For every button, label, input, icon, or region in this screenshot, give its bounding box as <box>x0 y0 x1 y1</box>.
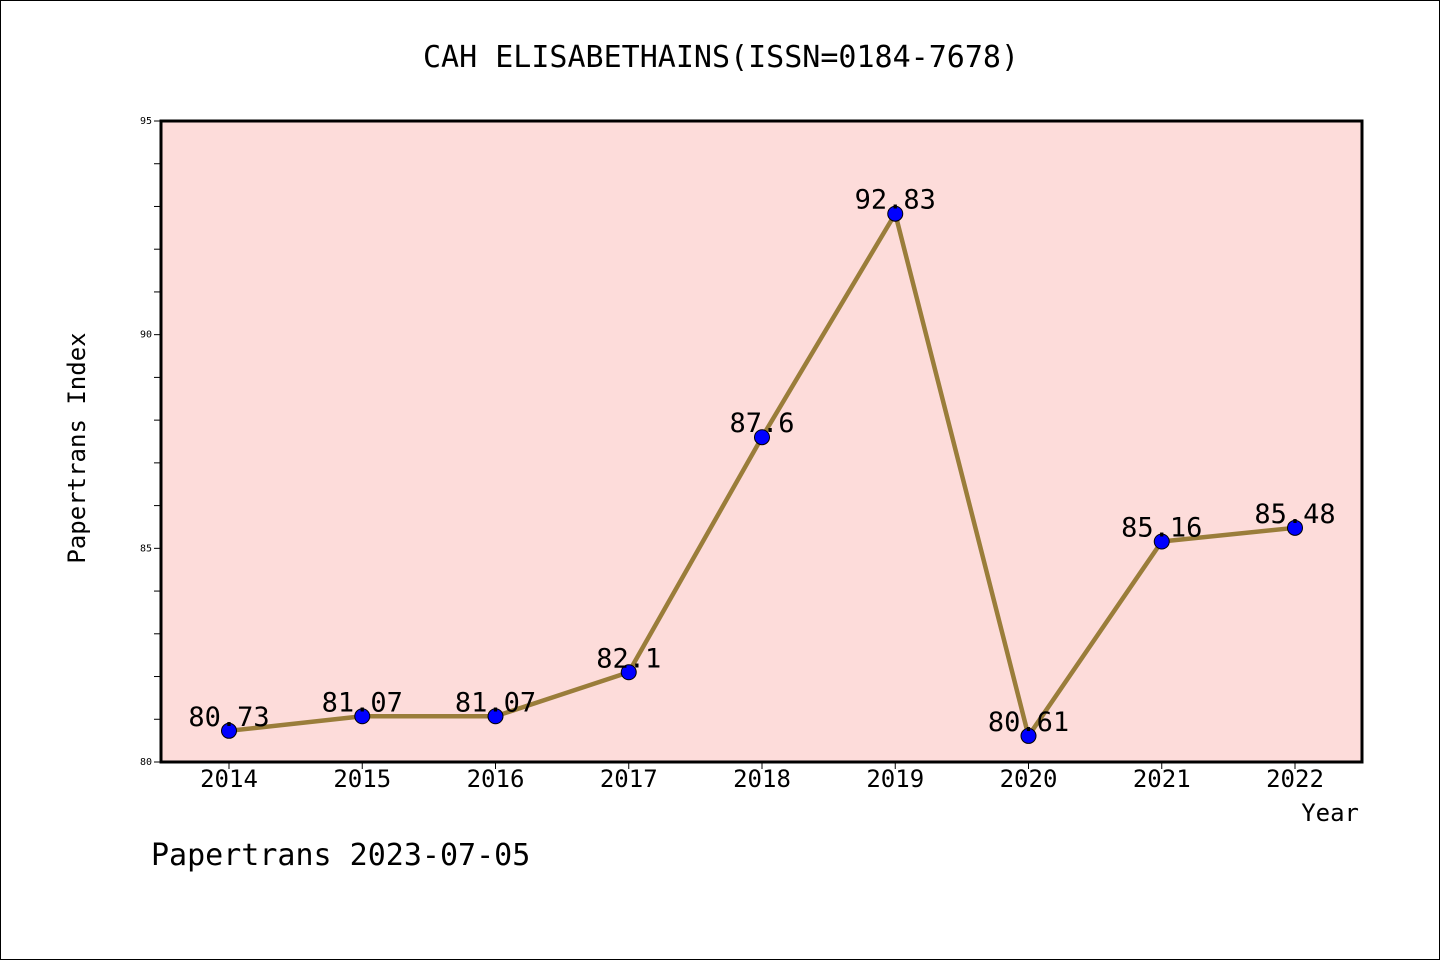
x-axis: 2014 2015 2016 2017 2018 2019 2020 2021 2022 <box>200 762 1324 793</box>
x-tick-label: 2018 <box>733 765 791 793</box>
y-tick-label: 95 <box>140 116 152 127</box>
x-tick-label: 2020 <box>1000 765 1058 793</box>
data-label: 87.6 <box>729 408 794 439</box>
data-point <box>754 429 770 446</box>
data-point <box>354 708 371 725</box>
y-axis: 80 85 90 95 <box>140 116 161 768</box>
x-tick-label: 2021 <box>1133 765 1191 793</box>
x-tick-label: 2022 <box>1266 765 1324 793</box>
data-label: 85.48 <box>1254 499 1335 530</box>
data-label: 85.16 <box>1121 512 1202 543</box>
x-axis-label: Year <box>1301 799 1359 827</box>
data-point <box>1020 727 1037 744</box>
footer-watermark: Papertrans 2023-07-05 <box>151 838 530 873</box>
data-point <box>487 708 504 725</box>
data-point <box>1287 519 1303 536</box>
data-point <box>887 205 904 222</box>
data-label: 80.61 <box>988 707 1069 738</box>
data-label: 82.1 <box>596 643 661 674</box>
y-tick-label: 80 <box>140 757 152 768</box>
chart-title: CAH ELISABETHAINS(ISSN=0184-7678) <box>423 40 1019 75</box>
x-tick-label: 2017 <box>600 765 658 793</box>
data-label: 81.07 <box>322 687 403 718</box>
x-tick-label: 2016 <box>467 765 525 793</box>
y-tick-label: 85 <box>140 543 152 554</box>
x-tick-label: 2014 <box>200 765 258 793</box>
y-axis-label: Papertrans Index <box>63 332 91 563</box>
y-tick-label: 90 <box>140 330 152 341</box>
data-label: 80.73 <box>188 702 269 733</box>
data-point <box>1153 533 1170 550</box>
data-label: 92.83 <box>855 185 936 216</box>
x-tick-label: 2019 <box>866 765 924 793</box>
data-point <box>620 664 637 681</box>
data-label: 81.07 <box>455 687 536 718</box>
data-point <box>221 722 237 739</box>
x-tick-label: 2015 <box>333 765 391 793</box>
series-group: 80.73 81.07 81.07 82.1 87.6 92.83 80.61 85.16 85… <box>188 185 1336 744</box>
